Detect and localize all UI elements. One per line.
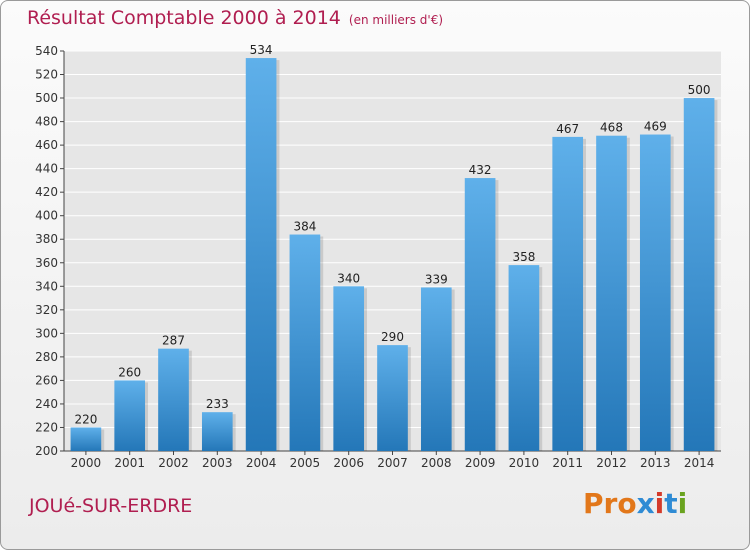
x-tick-label: 2011	[552, 456, 583, 470]
bar	[552, 136, 584, 451]
y-tick-label: 480	[35, 115, 58, 129]
x-tick-label: 2004	[246, 456, 277, 470]
y-tick-label: 440	[35, 162, 58, 176]
data-label: 384	[293, 220, 316, 234]
y-tick-label: 320	[35, 303, 58, 317]
y-tick-label: 500	[35, 91, 58, 105]
data-label: 468	[600, 121, 623, 135]
y-tick-label: 300	[35, 326, 58, 340]
y-tick-label: 380	[35, 232, 58, 246]
logo-letter: i	[677, 487, 688, 520]
logo-letter: t	[664, 487, 678, 520]
logo-letter: o	[617, 487, 637, 520]
x-tick-label: 2002	[158, 456, 189, 470]
y-tick-label: 200	[35, 444, 58, 458]
city-name: JOUé-SUR-ERDRE	[29, 495, 193, 517]
bar	[70, 427, 102, 451]
x-tick-label: 2012	[596, 456, 627, 470]
y-tick-label: 420	[35, 185, 58, 199]
y-tick-label: 260	[35, 373, 58, 387]
y-tick-label: 540	[35, 44, 58, 58]
data-label: 340	[337, 271, 360, 285]
data-label: 220	[74, 412, 97, 426]
y-tick-label: 240	[35, 397, 58, 411]
chart-title-text: Résultat Comptable 2000 à 2014	[27, 7, 341, 29]
bar	[245, 58, 277, 451]
y-tick-label: 400	[35, 209, 58, 223]
y-tick-label: 280	[35, 350, 58, 364]
x-tick-label: 2009	[465, 456, 496, 470]
x-tick-label: 2000	[71, 456, 102, 470]
x-tick-label: 2006	[333, 456, 364, 470]
y-tick-label: 340	[35, 279, 58, 293]
data-label: 339	[425, 272, 448, 286]
data-label: 233	[206, 397, 229, 411]
x-tick-label: 2013	[640, 456, 671, 470]
bar	[158, 348, 189, 451]
y-tick-label: 520	[35, 68, 58, 82]
x-tick-label: 2001	[114, 456, 145, 470]
data-label: 290	[381, 330, 404, 344]
data-label: 467	[556, 122, 579, 136]
logo-letter: x	[636, 487, 655, 520]
y-tick-label: 360	[35, 256, 58, 270]
x-tick-label: 2008	[421, 456, 452, 470]
bar	[114, 380, 146, 451]
x-tick-label: 2007	[377, 456, 408, 470]
data-label: 287	[162, 334, 185, 348]
logo-letter: i	[654, 487, 665, 520]
x-tick-label: 2010	[509, 456, 540, 470]
y-tick-label: 460	[35, 138, 58, 152]
data-label: 358	[512, 250, 535, 264]
bar	[508, 265, 540, 451]
data-label: 432	[469, 163, 492, 177]
chart-unit: (en milliers d'€)	[348, 13, 444, 27]
bar	[201, 412, 233, 451]
data-label: 469	[644, 120, 667, 134]
x-tick-label: 2005	[290, 456, 321, 470]
proxiti-logo[interactable]: Proxiti	[583, 487, 687, 520]
data-label: 500	[688, 83, 711, 97]
bar	[333, 286, 365, 451]
data-label: 534	[250, 43, 273, 57]
bar	[377, 345, 408, 451]
bar	[683, 98, 715, 451]
bar	[596, 135, 627, 452]
data-label: 260	[118, 365, 141, 379]
logo-letter: P	[583, 487, 604, 520]
x-tick-label: 2014	[684, 456, 715, 470]
bar	[420, 287, 452, 451]
logo-letter: r	[603, 487, 618, 520]
bar	[289, 234, 321, 451]
chart-title: Résultat Comptable 2000 à 2014 (en millie…	[27, 7, 443, 29]
bar	[639, 134, 671, 451]
bar	[464, 178, 496, 451]
y-tick-label: 220	[35, 420, 58, 434]
x-tick-label: 2003	[202, 456, 233, 470]
